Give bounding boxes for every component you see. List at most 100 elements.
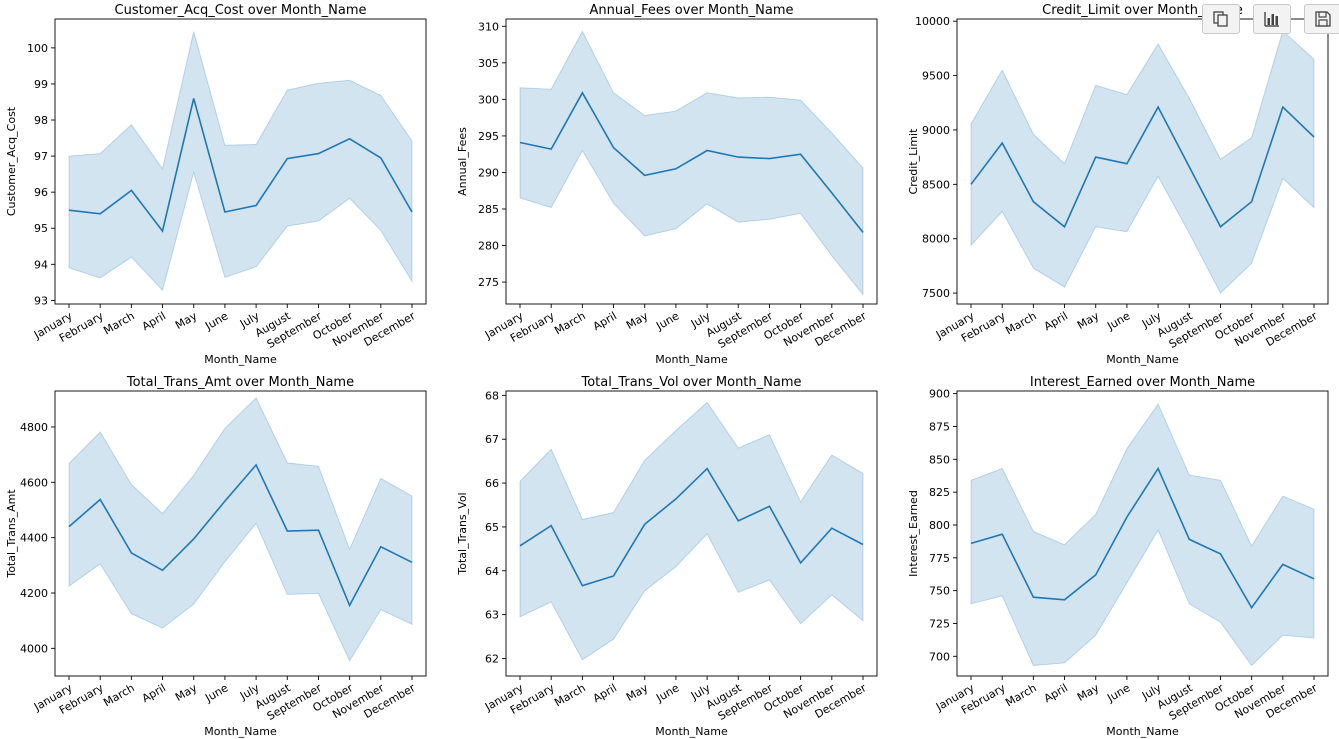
y-tick-label: 95 [34,222,48,235]
y-tick-label: 775 [929,552,950,565]
y-tick-label: 750 [929,585,950,598]
x-tick-label: March [101,309,137,337]
x-tick-label: May [624,681,651,704]
x-axis-label: Month_Name [1106,725,1179,738]
y-tick-label: 7500 [922,287,950,300]
y-tick-label: 8000 [922,233,950,246]
y-tick-label: 100 [27,42,48,55]
chart-title: Total_Trans_Vol over Month_Name [580,375,801,390]
x-axis-label: Month_Name [204,353,277,366]
chart-panel: 7500800085009000950010000JanuaryFebruary… [907,3,1329,366]
x-tick-label: May [1075,309,1102,332]
y-tick-label: 63 [485,609,499,622]
x-tick-label: April [1042,681,1070,705]
series-line [519,91,864,233]
y-tick-label: 66 [485,477,499,490]
x-tick-label: April [1042,309,1070,333]
y-tick-label: 65 [485,521,499,534]
y-tick-label: 850 [929,453,950,466]
axes-frame [956,18,1329,305]
chart-title: Credit_Limit over Month_Name [1042,3,1243,18]
axes-frame [54,390,427,677]
y-tick-label: 99 [34,78,48,91]
save-button[interactable] [1304,4,1339,34]
y-tick-label: 4200 [20,587,48,600]
y-tick-label: 275 [478,276,499,289]
axes-frame [505,390,878,677]
chart-title: Interest_Earned over Month_Name [1030,375,1255,390]
x-axis-label: Month_Name [204,725,277,738]
x-tick-label: May [173,681,200,704]
x-tick-label: June [202,309,230,333]
y-tick-label: 97 [34,150,48,163]
x-axis-label: Month_Name [655,725,728,738]
series-line [519,467,864,587]
x-tick-label: March [552,681,588,709]
y-tick-label: 295 [478,130,499,143]
chart-panel: 275280285290295300305310JanuaryFebruaryM… [456,3,878,366]
x-axis-label: Month_Name [655,353,728,366]
y-tick-label: 800 [929,519,950,532]
y-tick-label: 64 [485,565,499,578]
copy-icon [1213,11,1228,27]
y-axis-label: Credit_Limit [907,128,920,195]
confidence-band [970,30,1315,294]
x-tick-label: June [1104,681,1132,705]
y-tick-label: 4800 [20,421,48,434]
bar-chart-icon [1264,12,1279,27]
axes-frame [54,18,427,305]
x-tick-label: April [140,681,168,705]
chart-title: Customer_Acq_Cost over Month_Name [115,3,367,18]
y-axis-label: Interest_Earned [907,490,920,577]
y-tick-label: 285 [478,203,499,216]
y-tick-label: 67 [485,433,499,446]
y-tick-label: 96 [34,186,48,199]
confidence-band [68,31,413,292]
series-line [970,105,1315,229]
y-tick-label: 700 [929,650,950,663]
y-tick-label: 9000 [922,124,950,137]
series-line [68,98,413,233]
chart-title: Annual_Fees over Month_Name [589,3,793,18]
y-tick-label: 93 [34,294,48,307]
x-tick-label: May [1075,681,1102,704]
y-tick-label: 68 [485,389,499,402]
chart-title: Total_Trans_Amt over Month_Name [126,375,354,390]
confidence-band [519,401,864,661]
y-tick-label: 725 [929,617,950,630]
y-tick-label: 98 [34,114,48,127]
x-tick-label: April [140,309,168,333]
chart-panel: 40004200440046004800JanuaryFebruaryMarch… [5,375,427,738]
y-tick-label: 62 [485,652,499,665]
y-axis-label: Annual_Fees [456,127,469,196]
y-axis-label: Total_Trans_Amt [5,489,18,579]
chart-panel: 700725750775800825850875900JanuaryFebrua… [907,375,1329,738]
chart-button[interactable] [1253,4,1291,34]
y-tick-label: 10000 [915,15,950,28]
series-line [970,466,1315,610]
copy-button[interactable] [1202,4,1240,34]
y-tick-label: 8500 [922,178,950,191]
confidence-band [970,403,1315,667]
y-tick-label: 4000 [20,642,48,655]
y-tick-label: 825 [929,486,950,499]
x-tick-label: March [1003,681,1039,709]
x-tick-label: June [653,309,681,333]
series-line [68,463,413,608]
y-tick-label: 900 [929,388,950,401]
confidence-band [68,397,413,662]
y-tick-label: 310 [478,20,499,33]
y-tick-label: 94 [34,258,48,271]
x-tick-label: April [591,309,619,333]
confidence-band [519,30,864,296]
axes-frame [956,390,1329,677]
y-tick-label: 875 [929,420,950,433]
x-tick-label: March [1003,309,1039,337]
x-tick-label: June [202,681,230,705]
y-axis-label: Total_Trans_Vol [456,492,469,575]
y-axis-label: Customer_Acq_Cost [5,106,18,216]
y-tick-label: 305 [478,57,499,70]
y-tick-label: 280 [478,240,499,253]
